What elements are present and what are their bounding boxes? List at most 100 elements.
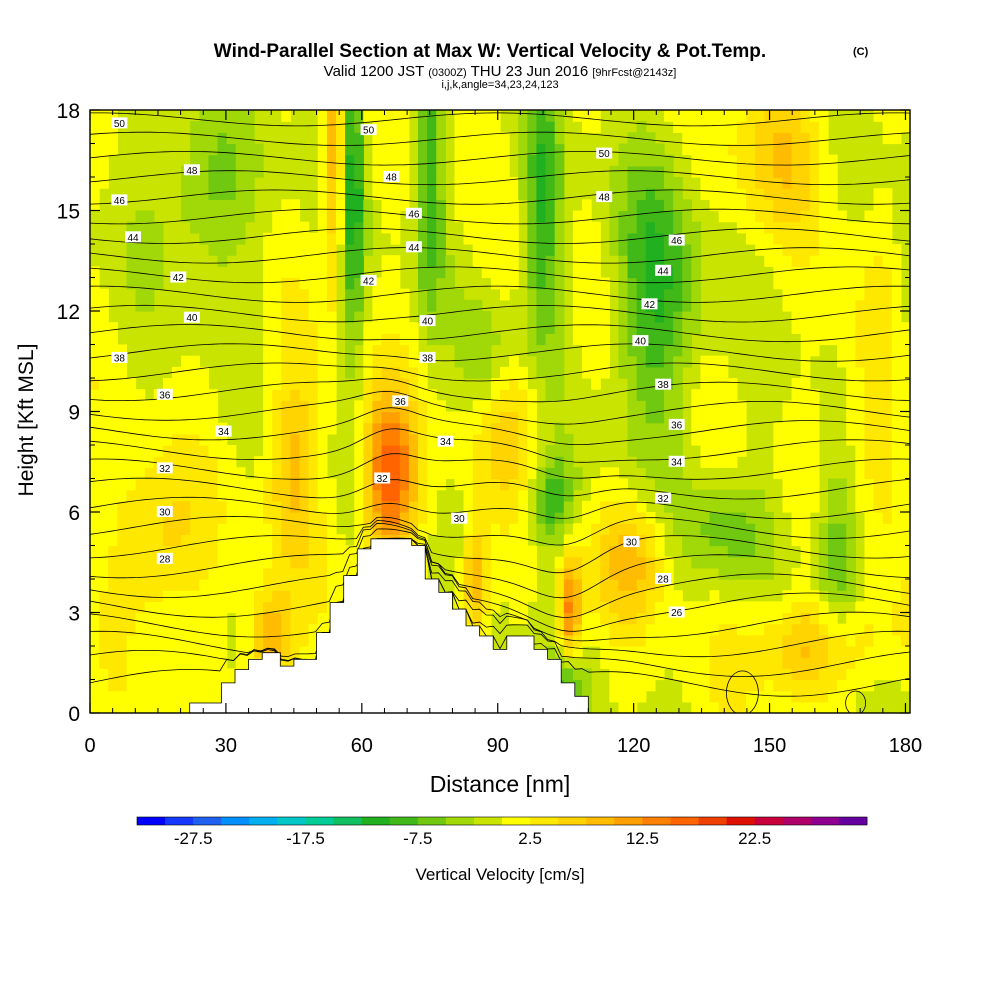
velocity-cell xyxy=(481,165,492,178)
velocity-cell xyxy=(445,422,456,435)
velocity-cell xyxy=(837,668,847,681)
velocity-cell xyxy=(563,500,574,513)
velocity-cell xyxy=(846,311,856,323)
velocity-cell xyxy=(281,266,292,279)
velocity-cell xyxy=(281,277,292,290)
velocity-cell xyxy=(782,623,793,636)
velocity-cell xyxy=(363,199,374,212)
velocity-cell xyxy=(873,244,884,256)
velocity-cell xyxy=(518,132,528,145)
velocity-cell xyxy=(800,489,811,502)
velocity-cell xyxy=(518,165,528,178)
velocity-cell xyxy=(891,456,902,468)
velocity-cell xyxy=(627,188,638,200)
velocity-cell xyxy=(791,210,802,223)
velocity-cell xyxy=(263,400,273,413)
velocity-cell xyxy=(272,545,282,558)
velocity-cell xyxy=(181,355,191,368)
velocity-cell xyxy=(500,445,510,457)
velocity-cell xyxy=(354,143,364,156)
velocity-cell xyxy=(490,478,501,491)
velocity-cell xyxy=(317,188,328,200)
velocity-cell xyxy=(828,523,838,535)
isentrope-label-bg xyxy=(170,271,187,283)
velocity-cell xyxy=(472,422,483,435)
velocity-cell xyxy=(463,333,474,346)
isentrope-label-bg xyxy=(215,425,232,437)
velocity-cell xyxy=(828,512,838,524)
velocity-cell xyxy=(472,545,483,558)
velocity-cell xyxy=(673,400,683,413)
velocity-cell xyxy=(172,556,182,569)
velocity-cell xyxy=(645,400,656,413)
velocity-cell xyxy=(399,422,410,435)
velocity-cell xyxy=(144,500,155,513)
velocity-cell xyxy=(682,545,692,558)
velocity-cell xyxy=(427,456,437,468)
velocity-cell xyxy=(108,657,118,669)
velocity-cell xyxy=(582,590,592,602)
velocity-cell xyxy=(563,612,574,625)
velocity-cell xyxy=(527,165,538,178)
velocity-cell xyxy=(864,500,875,513)
velocity-cell xyxy=(636,634,647,647)
velocity-cell xyxy=(135,389,146,401)
velocity-cell xyxy=(90,143,100,156)
velocity-cell xyxy=(900,121,910,133)
velocity-cell xyxy=(873,277,884,290)
velocity-cell xyxy=(208,456,219,468)
velocity-cell xyxy=(718,657,729,669)
velocity-cell xyxy=(144,668,155,681)
velocity-cell xyxy=(736,445,747,457)
velocity-cell xyxy=(390,355,401,368)
velocity-cell xyxy=(855,634,866,647)
velocity-cell xyxy=(846,422,856,435)
velocity-cell xyxy=(199,646,210,658)
velocity-cell xyxy=(591,567,601,580)
velocity-cell xyxy=(199,199,210,212)
velocity-cell xyxy=(263,422,273,435)
velocity-cell xyxy=(891,545,902,558)
velocity-cell xyxy=(308,489,319,502)
velocity-cell xyxy=(846,366,856,379)
velocity-cell xyxy=(99,456,109,468)
velocity-cell xyxy=(609,188,620,200)
velocity-cell xyxy=(818,646,829,658)
velocity-cell xyxy=(809,344,820,357)
velocity-cell xyxy=(545,244,556,256)
velocity-cell xyxy=(882,333,893,346)
velocity-cell xyxy=(554,489,565,502)
velocity-cell xyxy=(818,244,829,256)
x-tick-label: 120 xyxy=(617,735,650,757)
velocity-cell xyxy=(99,400,109,413)
velocity-cell xyxy=(217,646,228,658)
velocity-cell xyxy=(436,165,446,178)
colorbar-swatch xyxy=(754,817,784,825)
velocity-cell xyxy=(208,210,219,223)
velocity-cell xyxy=(755,701,765,713)
velocity-cell xyxy=(800,422,811,435)
velocity-cell xyxy=(773,646,784,658)
velocity-cell xyxy=(481,366,492,379)
velocity-cell xyxy=(709,199,720,212)
velocity-cell xyxy=(600,646,610,658)
velocity-cell xyxy=(199,445,210,457)
velocity-cell xyxy=(244,590,255,602)
velocity-cell xyxy=(317,110,328,122)
colorbar-swatch xyxy=(726,817,756,825)
velocity-cell xyxy=(727,623,738,636)
velocity-cell xyxy=(873,422,884,435)
velocity-cell xyxy=(90,400,100,413)
velocity-cell xyxy=(427,400,437,413)
velocity-cell xyxy=(454,188,465,200)
velocity-cell xyxy=(618,210,629,223)
velocity-cell xyxy=(673,199,683,212)
velocity-cell xyxy=(190,567,200,580)
velocity-cell xyxy=(199,411,210,424)
velocity-cell xyxy=(545,366,556,379)
velocity-cell xyxy=(837,299,847,312)
velocity-cell xyxy=(873,646,884,658)
velocity-cell xyxy=(572,556,583,569)
velocity-cell xyxy=(627,299,638,312)
velocity-cell xyxy=(308,232,319,245)
